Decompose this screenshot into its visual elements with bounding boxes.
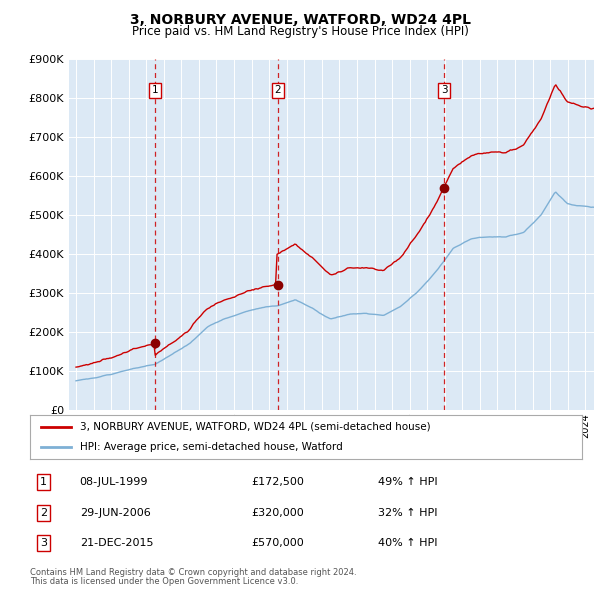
Text: This data is licensed under the Open Government Licence v3.0.: This data is licensed under the Open Gov… bbox=[30, 577, 298, 586]
Text: Price paid vs. HM Land Registry's House Price Index (HPI): Price paid vs. HM Land Registry's House … bbox=[131, 25, 469, 38]
Text: 08-JUL-1999: 08-JUL-1999 bbox=[80, 477, 148, 487]
Text: £570,000: £570,000 bbox=[251, 538, 304, 548]
Text: 21-DEC-2015: 21-DEC-2015 bbox=[80, 538, 153, 548]
Text: 2: 2 bbox=[40, 508, 47, 517]
Text: £320,000: £320,000 bbox=[251, 508, 304, 517]
Text: 49% ↑ HPI: 49% ↑ HPI bbox=[378, 477, 437, 487]
Text: £172,500: £172,500 bbox=[251, 477, 304, 487]
Text: 3, NORBURY AVENUE, WATFORD, WD24 4PL: 3, NORBURY AVENUE, WATFORD, WD24 4PL bbox=[130, 13, 470, 27]
Text: 1: 1 bbox=[40, 477, 47, 487]
Text: 32% ↑ HPI: 32% ↑ HPI bbox=[378, 508, 437, 517]
Text: 3, NORBURY AVENUE, WATFORD, WD24 4PL (semi-detached house): 3, NORBURY AVENUE, WATFORD, WD24 4PL (se… bbox=[80, 422, 430, 432]
Text: 40% ↑ HPI: 40% ↑ HPI bbox=[378, 538, 437, 548]
Text: 3: 3 bbox=[441, 85, 448, 95]
Text: HPI: Average price, semi-detached house, Watford: HPI: Average price, semi-detached house,… bbox=[80, 442, 343, 452]
Text: 1: 1 bbox=[152, 85, 159, 95]
Text: 2: 2 bbox=[274, 85, 281, 95]
Text: 29-JUN-2006: 29-JUN-2006 bbox=[80, 508, 151, 517]
Text: Contains HM Land Registry data © Crown copyright and database right 2024.: Contains HM Land Registry data © Crown c… bbox=[30, 568, 356, 576]
Text: 3: 3 bbox=[40, 538, 47, 548]
